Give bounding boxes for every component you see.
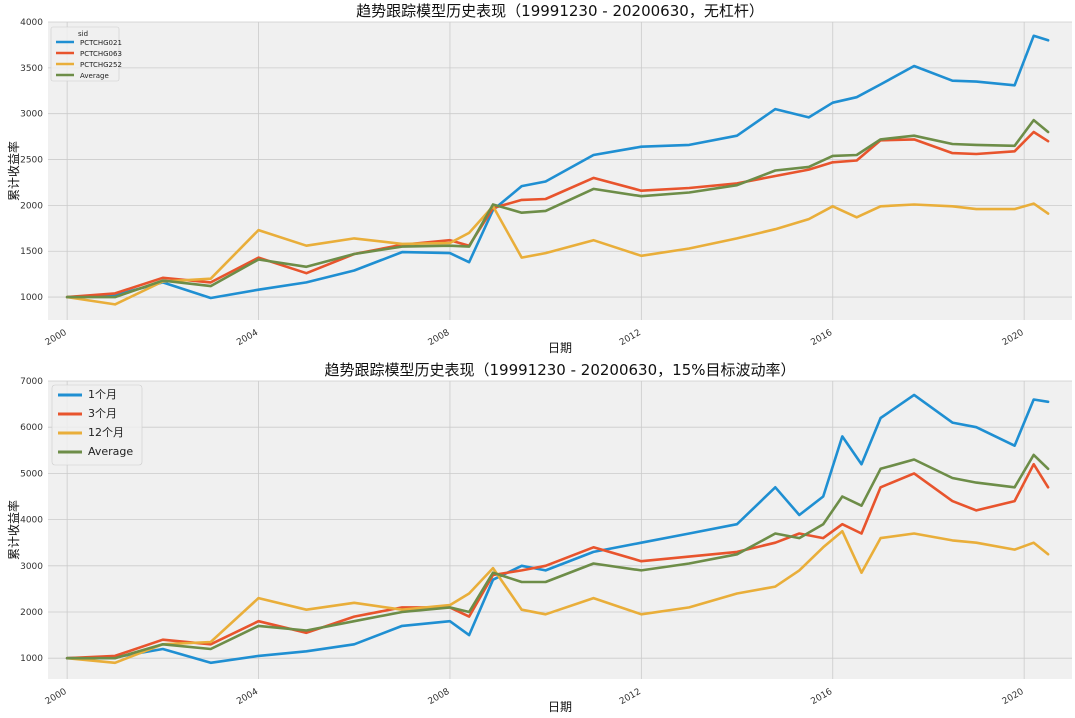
series-line-pctchg021 <box>65 34 1050 300</box>
y-tick-label: 6000 <box>20 423 43 433</box>
y-tick-label: 1000 <box>20 654 43 664</box>
legend-items: PCTCHG021 PCTCHG063 PCTCHG252 Average <box>56 39 122 80</box>
chart-title: 趋势跟踪模型历史表现（19991230 - 20200630，15%目标波动率） <box>325 361 796 379</box>
legend-label: 12个月 <box>88 426 124 439</box>
legend: sid PCTCHG021 PCTCHG063 PCTCHG252 Average <box>50 26 122 82</box>
chart-title: 趋势跟踪模型历史表现（19991230 - 20200630，无杠杆） <box>356 2 764 20</box>
y-axis-label: 累计收益率 <box>6 500 21 560</box>
y-tick-label: 7000 <box>20 377 43 387</box>
legend-label: 1个月 <box>88 388 117 401</box>
y-tick-label: 2000 <box>20 608 43 618</box>
series-line-pctchg063 <box>65 130 1050 299</box>
y-tick-label: 5000 <box>20 469 43 479</box>
y-tick-labels: 1000 1500 2000 2500 3000 3500 4000 <box>20 18 43 303</box>
y-tick-label: 1500 <box>20 247 43 257</box>
legend-items: 1个月 3个月 12个月 Average <box>58 388 133 458</box>
legend-label: PCTCHG252 <box>80 61 122 69</box>
grid <box>48 380 1072 679</box>
legend-label: Average <box>88 445 133 458</box>
legend-box <box>50 26 120 82</box>
series-lines <box>65 34 1050 306</box>
y-tick-label: 4000 <box>20 516 43 526</box>
legend: 1个月 3个月 12个月 Average <box>51 384 143 466</box>
legend-box <box>51 384 143 466</box>
series-line-pctchg252 <box>65 202 1050 306</box>
plot-area <box>48 381 1072 679</box>
y-tick-label: 3000 <box>20 562 43 572</box>
y-tick-label: 2500 <box>20 156 43 166</box>
y-tick-label: 3000 <box>20 110 43 120</box>
y-tick-label: 4000 <box>20 18 43 28</box>
x-axis-label: 日期 <box>548 341 572 355</box>
x-axis-label: 日期 <box>548 700 572 714</box>
legend-label: PCTCHG021 <box>80 39 122 47</box>
series-line-average <box>65 453 1050 660</box>
y-tick-label: 3500 <box>20 64 43 74</box>
y-tick-labels: 1000 2000 3000 4000 5000 6000 7000 <box>20 377 43 664</box>
series-line-average <box>65 118 1050 299</box>
legend-label: PCTCHG063 <box>80 50 122 58</box>
y-axis-label: 累计收益率 <box>6 141 21 201</box>
y-tick-label: 2000 <box>20 201 43 211</box>
series-line-12- <box>65 529 1050 665</box>
series-line-1- <box>65 393 1050 665</box>
legend-title: sid <box>78 30 88 38</box>
y-tick-label: 1000 <box>20 293 43 303</box>
legend-label: Average <box>80 72 109 80</box>
series-lines <box>65 393 1050 665</box>
legend-label: 3个月 <box>88 407 117 420</box>
